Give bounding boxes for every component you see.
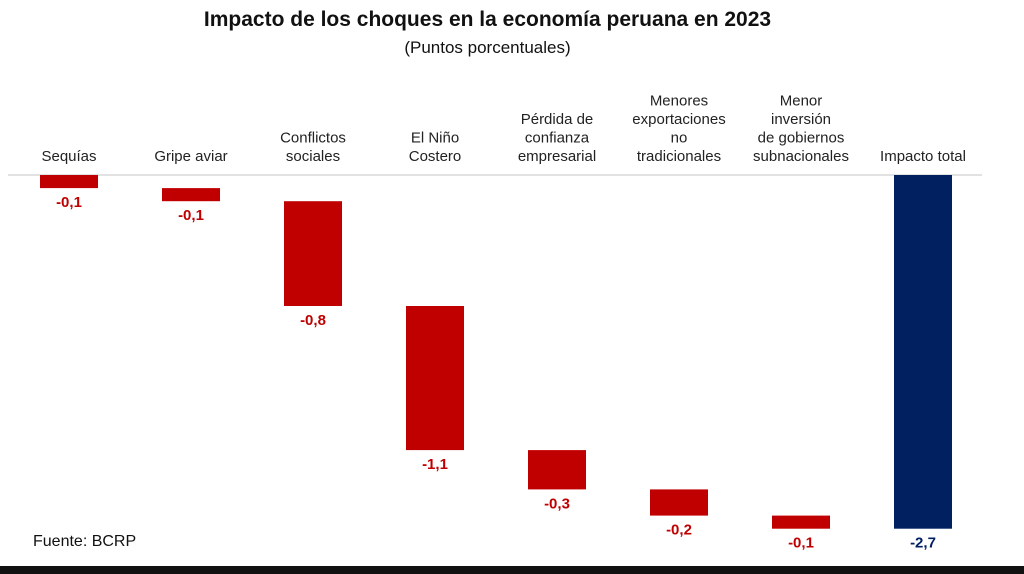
category-label: Menor inversión de gobiernos subnacionales — [753, 93, 849, 166]
category-label: Pérdida de confianza empresarial — [518, 111, 596, 165]
source-note: Fuente: BCRP — [33, 533, 137, 550]
bar — [284, 201, 342, 306]
category-label: El Niño Costero — [409, 130, 462, 166]
category-label: Sequías — [41, 148, 96, 165]
bottom-edge-bar — [0, 566, 1024, 574]
chart-title: Impacto de los choques en la economía pe… — [203, 8, 772, 31]
bar — [40, 175, 98, 189]
bar — [772, 515, 830, 529]
chart-subtitle: (Puntos porcentuales) — [404, 38, 571, 57]
data-label: -0,1 — [788, 535, 814, 552]
data-label: -0,3 — [544, 495, 570, 512]
data-label: -2,7 — [910, 535, 936, 552]
category-label: Impacto total — [880, 148, 966, 165]
category-label: Conflictos sociales — [280, 130, 346, 166]
bar — [162, 188, 220, 202]
category-label: Gripe aviar — [154, 148, 227, 165]
data-label: -0,8 — [300, 312, 326, 329]
bar — [528, 450, 586, 490]
category-label: Menores exportaciones no tradicionales — [632, 93, 725, 166]
bar — [406, 306, 464, 451]
bar — [650, 489, 708, 516]
data-label: -0,2 — [666, 522, 692, 539]
bar-total — [894, 175, 952, 529]
data-label: -0,1 — [56, 194, 82, 211]
data-label: -1,1 — [422, 456, 448, 473]
data-label: -0,1 — [178, 207, 204, 224]
